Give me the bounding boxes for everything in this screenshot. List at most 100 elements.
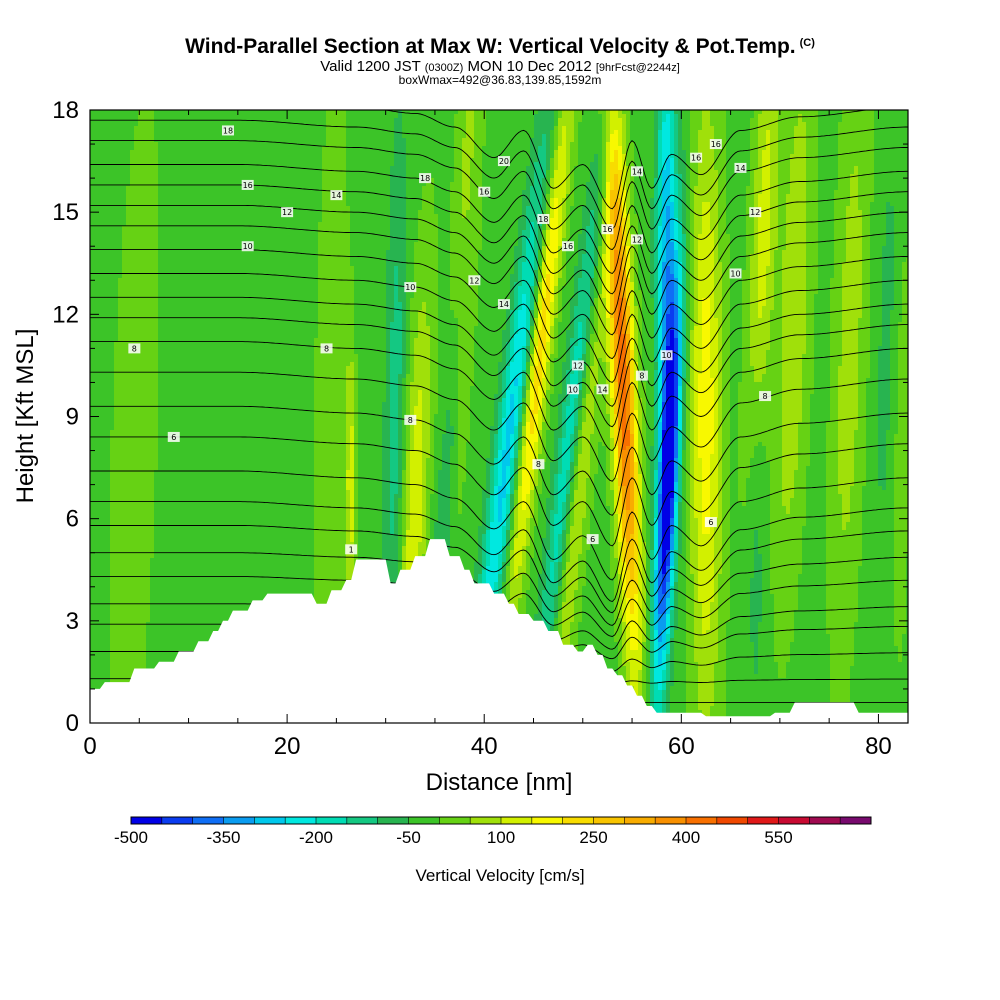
contour-label: 12 (573, 361, 583, 370)
contour-label: 6 (708, 518, 713, 527)
colorbar-swatch (285, 817, 317, 824)
colorbar-tick-label: 550 (764, 828, 792, 847)
contour-label-bg (596, 384, 609, 395)
contour-label: 8 (408, 416, 413, 425)
contour-label-bg (497, 299, 510, 310)
contour-label: 16 (711, 140, 721, 149)
contour-label-bg (537, 213, 550, 224)
colorbar-swatch (501, 817, 533, 824)
contour-label-bg (241, 241, 254, 252)
contour-label: 8 (639, 372, 644, 381)
contour-label: 10 (405, 283, 415, 292)
theta-contour-line (90, 140, 908, 251)
x-tick-label: 20 (274, 733, 301, 760)
colorbar-swatch (254, 817, 286, 824)
contour-label-bg (630, 166, 643, 177)
contour-label-bg (497, 156, 510, 167)
contour-label: 16 (243, 181, 253, 190)
contour-label-bg (345, 544, 358, 555)
colorbar-tick-label: -50 (396, 828, 421, 847)
y-axis-label: Height [Kft MSL] (12, 329, 39, 504)
contour-label: 18 (538, 215, 548, 224)
contour-label: 12 (469, 276, 479, 285)
contour-label: 16 (602, 225, 612, 234)
contour-label-bg (281, 207, 294, 218)
x-tick-label: 80 (865, 733, 892, 760)
theta-contour-line (90, 405, 908, 516)
x-axis-label: Distance [nm] (426, 769, 573, 796)
chart-title-tag: (C) (800, 37, 815, 49)
contour-label: 14 (597, 385, 607, 394)
chart-subtitle: Valid 1200 JST (0300Z) MON 10 Dec 2012 [… (0, 59, 1000, 74)
colorbar-swatch (223, 817, 255, 824)
colorbar-swatch (470, 817, 502, 824)
contour-label-bg (709, 139, 722, 150)
y-tick-label: 12 (52, 301, 79, 328)
colorbar-swatch (686, 817, 718, 824)
contour-label-bg (330, 190, 343, 201)
contour-label: 8 (536, 460, 541, 469)
contour-label: 20 (499, 157, 509, 166)
colorbar-swatch (716, 817, 748, 824)
colorbar-swatch (131, 817, 163, 824)
contour-label-bg (532, 459, 545, 470)
contour-label-bg (635, 370, 648, 381)
contour-label-bg (468, 275, 481, 286)
contour-label: 14 (499, 300, 509, 309)
contour-label-bg (704, 517, 717, 528)
contour-label: 16 (691, 154, 701, 163)
contour-label-bg (729, 268, 742, 279)
contour-label: 8 (132, 344, 137, 353)
contour-label: 18 (223, 126, 233, 135)
y-tick-label: 9 (66, 404, 79, 431)
x-tick-label: 60 (668, 733, 695, 760)
contour-label-bg (759, 391, 772, 402)
colorbar-tick-label: 250 (579, 828, 607, 847)
contour-label: 14 (331, 191, 341, 200)
contour-label: 10 (661, 351, 671, 360)
theta-contour-line (90, 317, 908, 428)
theta-contour-line (90, 225, 908, 336)
contour-label: 10 (568, 385, 578, 394)
contour-label-bg (478, 186, 491, 197)
x-tick-label: 0 (83, 733, 96, 760)
x-axis: 0 20 40 60 80 (83, 110, 892, 760)
colorbar-swatch (346, 817, 378, 824)
theta-contour-line (90, 371, 908, 482)
contour-label-bg (320, 343, 333, 354)
contour-label: 12 (750, 208, 760, 217)
contour-label-bg (586, 534, 599, 545)
colorbar-swatch (624, 817, 656, 824)
colorbar: -500 -350 -200 -50 100 250 400 550 (114, 816, 872, 847)
contour-label-bg (561, 241, 574, 252)
theta-contour-line (382, 110, 870, 210)
contour-label-bg (630, 234, 643, 245)
terrain-mask (90, 539, 908, 723)
contour-label: 12 (282, 208, 292, 217)
colorbar-tick-label: -200 (299, 828, 333, 847)
contour-label: 18 (420, 174, 430, 183)
contour-label-bg (660, 350, 673, 361)
colorbar-swatch (161, 817, 193, 824)
y-tick-label: 15 (52, 199, 79, 226)
colorbar-swatch (439, 817, 471, 824)
y-tick-label: 6 (66, 506, 79, 533)
colorbar-swatch (778, 817, 810, 824)
contour-label-bg (566, 384, 579, 395)
contour-label: 8 (324, 344, 329, 353)
contour-label-bg (571, 360, 584, 371)
contour-label-bg (749, 207, 762, 218)
contour-label-bg (734, 162, 747, 173)
colorbar-tick-label: -500 (114, 828, 148, 847)
contour-label: 14 (632, 167, 642, 176)
colorbar-swatch (747, 817, 779, 824)
theta-contour-line (90, 501, 908, 603)
theta-contour-line (90, 119, 908, 230)
theta-contour-line (90, 470, 908, 581)
theta-contour-line (90, 436, 908, 547)
colorbar-swatch (809, 817, 841, 824)
contour-label-bg (167, 431, 180, 442)
theta-contour-line (90, 525, 908, 614)
